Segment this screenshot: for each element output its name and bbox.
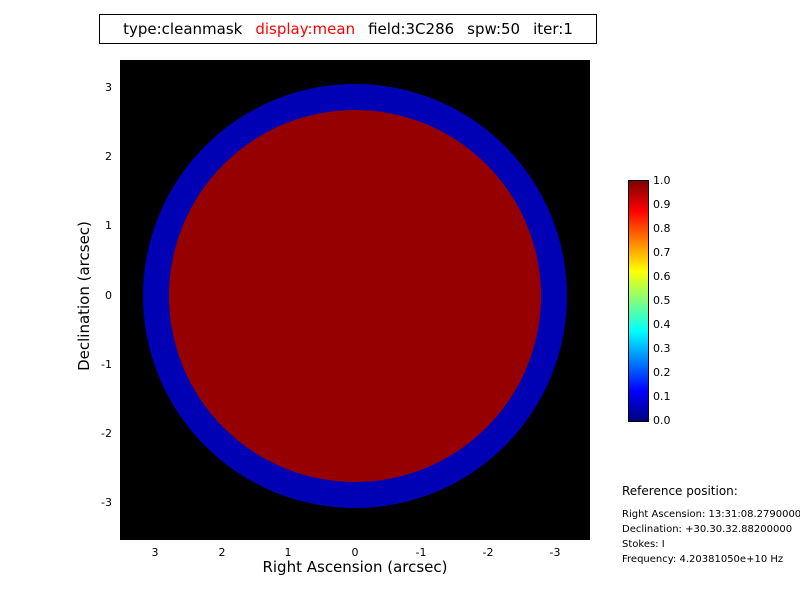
colorbar-tick-label: 0.3 (653, 342, 671, 355)
x-tick-label: 0 (351, 546, 359, 559)
y-axis-label: Declination (arcsec) (75, 221, 93, 371)
title-spw: spw:50 (467, 20, 521, 38)
title-type: type:cleanmask (123, 20, 243, 38)
cleanmask-image (143, 84, 567, 508)
y-tick-label: 1 (105, 219, 112, 232)
reference-frequency: Frequency: 4.20381050e+10 Hz (622, 554, 784, 565)
colorbar-tick-label: 0.9 (653, 198, 671, 211)
colorbar-tick-label: 0.7 (653, 246, 671, 259)
x-tick-label: 1 (284, 546, 292, 559)
y-tick-label: 3 (105, 81, 112, 94)
colorbar-tick-label: 0.1 (653, 390, 671, 403)
y-tick-label: 0 (105, 289, 112, 302)
colorbar-tick-label: 0.4 (653, 318, 671, 331)
reference-stokes: Stokes: I (622, 539, 665, 550)
colorbar-tick-label: 1.0 (653, 174, 671, 187)
colorbar-tick-label: 0.5 (653, 294, 671, 307)
x-axis-label: Right Ascension (arcsec) (262, 558, 448, 576)
y-tick-label: 2 (105, 150, 112, 163)
reference-heading: Reference position: (622, 484, 738, 498)
reference-position-block: Reference position: Right Ascension: 13:… (622, 484, 800, 567)
x-tick-label: -2 (482, 546, 494, 559)
y-tick-label: -2 (101, 427, 112, 440)
colorbar-tick-label: 0.6 (653, 270, 671, 283)
colorbar-tick-label: 0.2 (653, 366, 671, 379)
colorbar (628, 180, 649, 422)
colorbar-tick-label: 0.0 (653, 414, 671, 427)
x-tick-label: 3 (151, 546, 159, 559)
x-tick-label: -1 (415, 546, 427, 559)
reference-right-ascension: Right Ascension: 13:31:08.27900000 (622, 509, 800, 520)
title-display-mode: display:mean (255, 20, 356, 38)
reference-declination: Declination: +30.30.32.88200000 (622, 524, 793, 535)
y-tick-label: -1 (101, 358, 112, 371)
x-tick-label: -3 (549, 546, 561, 559)
title-field: field:3C286 (368, 20, 455, 38)
x-tick-label: 2 (218, 546, 226, 559)
mask-core-circle (169, 110, 541, 482)
colorbar-tick-label: 0.8 (653, 222, 671, 235)
title-iter: iter:1 (533, 20, 573, 38)
y-tick-label: -3 (101, 496, 112, 509)
plot-title-box: type:cleanmask display:mean field:3C286 … (99, 14, 597, 44)
plot-canvas (120, 60, 590, 540)
